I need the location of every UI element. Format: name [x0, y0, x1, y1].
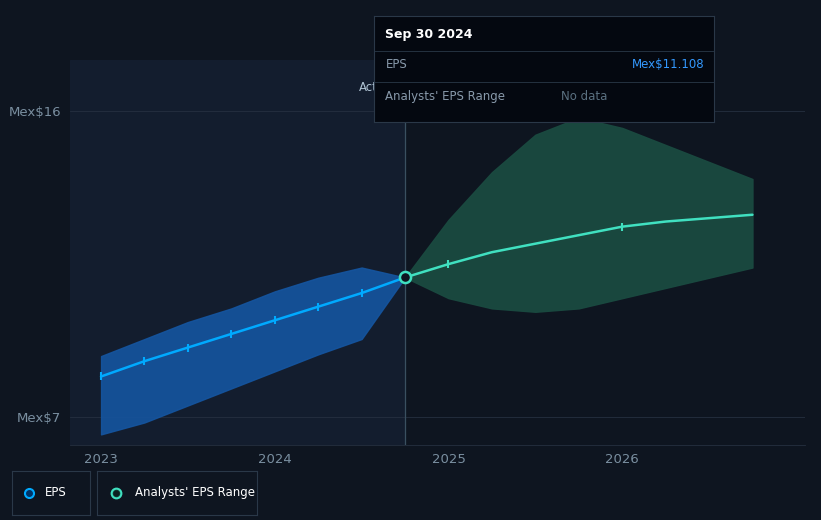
Text: EPS: EPS	[386, 58, 407, 71]
Text: Actual: Actual	[360, 82, 397, 95]
Text: Analysts' EPS Range: Analysts' EPS Range	[135, 486, 255, 499]
Bar	[70, 60, 405, 445]
Text: No data: No data	[561, 90, 608, 103]
Text: EPS: EPS	[45, 486, 67, 499]
Text: Mex$11.108: Mex$11.108	[631, 58, 704, 71]
Text: Sep 30 2024: Sep 30 2024	[386, 29, 473, 42]
Text: Analysts' EPS Range: Analysts' EPS Range	[386, 90, 506, 103]
Text: Analysts Forecasts: Analysts Forecasts	[414, 82, 524, 95]
